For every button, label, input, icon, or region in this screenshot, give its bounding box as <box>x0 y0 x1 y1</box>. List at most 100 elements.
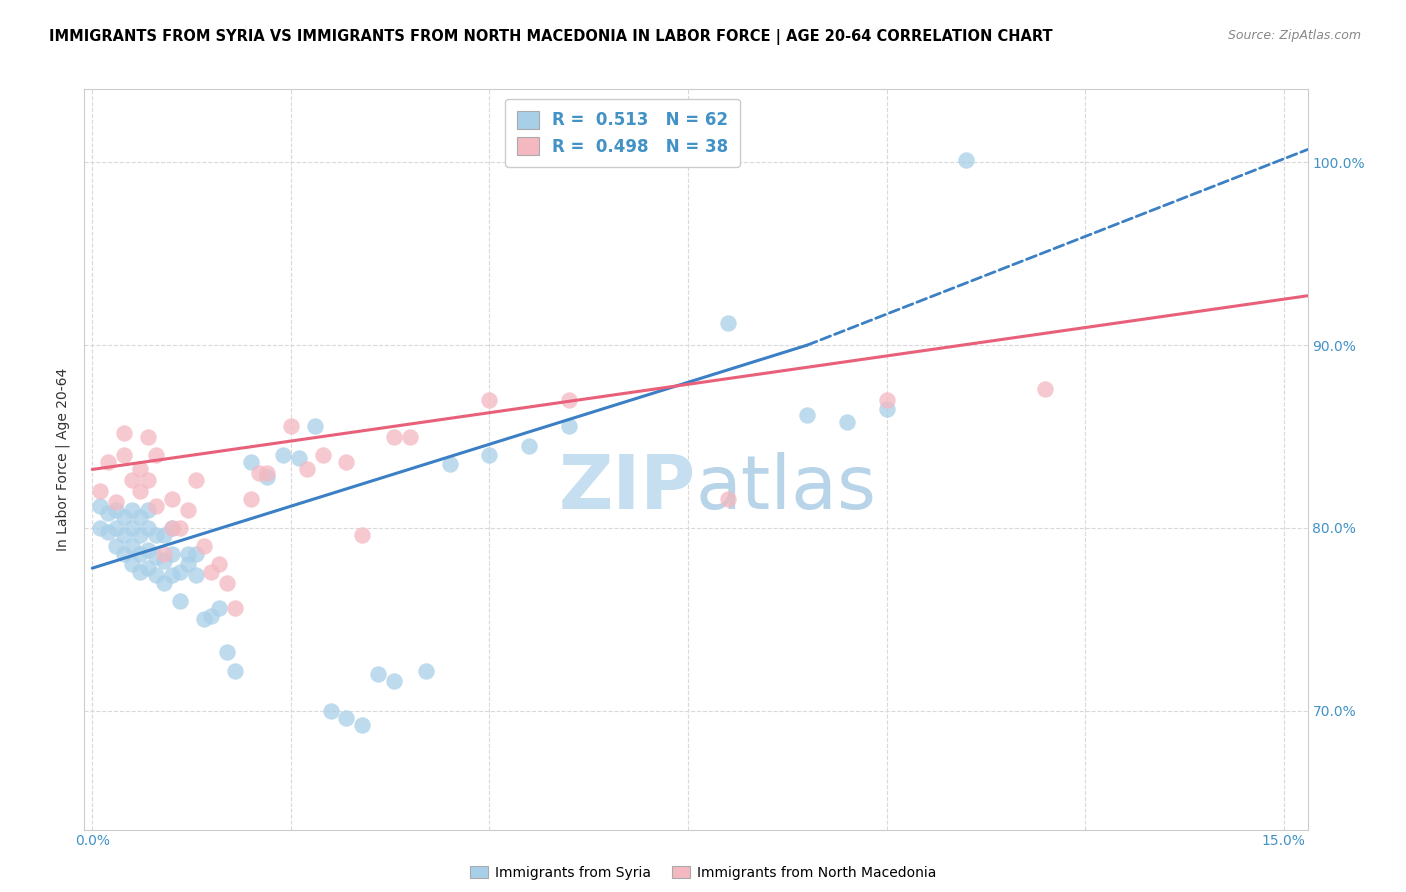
Point <box>105 495 128 509</box>
Point <box>152 575 174 590</box>
Point <box>89 521 111 535</box>
Point <box>319 704 342 718</box>
Point <box>478 448 501 462</box>
Point <box>335 455 357 469</box>
Point <box>280 418 302 433</box>
Point <box>184 474 207 488</box>
Point <box>112 528 135 542</box>
Point <box>152 547 174 561</box>
Point <box>217 645 239 659</box>
Point <box>717 491 740 506</box>
Point <box>169 565 191 579</box>
Point <box>136 542 159 557</box>
Point <box>558 392 581 407</box>
Point <box>193 612 215 626</box>
Point <box>160 568 183 582</box>
Point <box>256 466 278 480</box>
Text: Source: ZipAtlas.com: Source: ZipAtlas.com <box>1227 29 1361 42</box>
Point <box>121 521 143 535</box>
Point <box>129 462 152 476</box>
Point <box>121 558 143 572</box>
Point <box>105 521 128 535</box>
Point <box>136 561 159 575</box>
Point <box>247 466 270 480</box>
Point <box>200 565 222 579</box>
Point <box>145 448 167 462</box>
Point <box>89 484 111 499</box>
Point <box>352 718 374 732</box>
Point <box>208 558 231 572</box>
Point <box>304 418 326 433</box>
Point <box>558 418 581 433</box>
Point <box>193 539 215 553</box>
Point <box>136 429 159 443</box>
Point <box>145 499 167 513</box>
Point <box>129 484 152 499</box>
Point <box>224 664 246 678</box>
Point <box>136 521 159 535</box>
Point <box>105 539 128 553</box>
Point <box>160 521 183 535</box>
Point <box>97 506 120 520</box>
Point <box>112 547 135 561</box>
Point <box>367 667 389 681</box>
Point <box>176 558 198 572</box>
Point <box>121 539 143 553</box>
Legend: Immigrants from Syria, Immigrants from North Macedonia: Immigrants from Syria, Immigrants from N… <box>464 860 942 885</box>
Point <box>955 153 977 168</box>
Point <box>796 408 818 422</box>
Point <box>105 502 128 516</box>
Point <box>415 664 437 678</box>
Point <box>382 429 405 443</box>
Point <box>129 547 152 561</box>
Point <box>478 392 501 407</box>
Point <box>200 608 222 623</box>
Point <box>112 448 135 462</box>
Point <box>256 469 278 483</box>
Point <box>295 462 318 476</box>
Point <box>145 568 167 582</box>
Point <box>517 439 540 453</box>
Point <box>208 601 231 615</box>
Point <box>129 565 152 579</box>
Point <box>169 521 191 535</box>
Point <box>876 392 898 407</box>
Point <box>121 502 143 516</box>
Point <box>121 474 143 488</box>
Point <box>335 711 357 725</box>
Point <box>240 455 263 469</box>
Text: atlas: atlas <box>696 452 877 525</box>
Point <box>311 448 333 462</box>
Point <box>145 528 167 542</box>
Point <box>184 547 207 561</box>
Point <box>160 521 183 535</box>
Point <box>129 528 152 542</box>
Point <box>382 674 405 689</box>
Point <box>399 429 422 443</box>
Point <box>129 510 152 524</box>
Point <box>152 554 174 568</box>
Point <box>288 451 311 466</box>
Point <box>89 499 111 513</box>
Point <box>112 425 135 440</box>
Point <box>224 601 246 615</box>
Point <box>176 502 198 516</box>
Point <box>97 455 120 469</box>
Point <box>152 528 174 542</box>
Y-axis label: In Labor Force | Age 20-64: In Labor Force | Age 20-64 <box>56 368 70 551</box>
Point <box>439 457 461 471</box>
Text: ZIP: ZIP <box>558 452 696 525</box>
Point <box>169 594 191 608</box>
Point <box>160 491 183 506</box>
Point <box>352 528 374 542</box>
Point <box>97 524 120 539</box>
Point <box>145 550 167 565</box>
Point <box>835 415 858 429</box>
Point <box>876 402 898 417</box>
Point <box>184 568 207 582</box>
Point <box>136 474 159 488</box>
Text: IMMIGRANTS FROM SYRIA VS IMMIGRANTS FROM NORTH MACEDONIA IN LABOR FORCE | AGE 20: IMMIGRANTS FROM SYRIA VS IMMIGRANTS FROM… <box>49 29 1053 45</box>
Point <box>136 502 159 516</box>
Point <box>112 510 135 524</box>
Point <box>271 448 294 462</box>
